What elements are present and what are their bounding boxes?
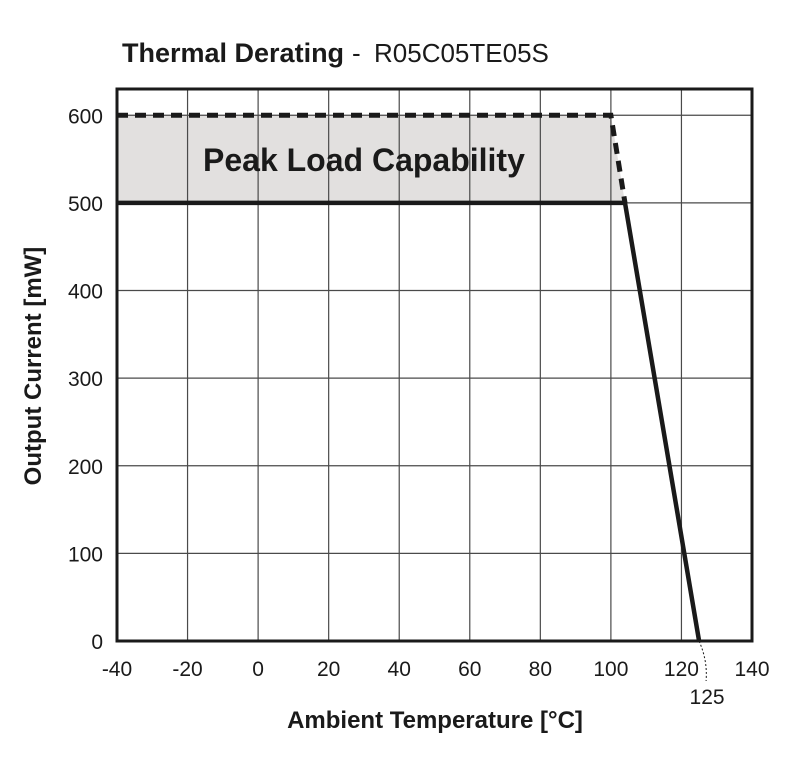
annotation-leader: [698, 640, 707, 682]
y-tick-label: 200: [68, 456, 103, 479]
x-tick-label: -20: [172, 658, 202, 681]
x-tick-label: 140: [734, 658, 769, 681]
y-tick-label: 400: [68, 281, 103, 304]
derating-line: [117, 200, 702, 642]
plot-frame: [115, 87, 754, 643]
peak-load-region: [117, 115, 625, 203]
y-tick-label: 500: [68, 193, 103, 216]
y-tick-label: 600: [68, 105, 103, 128]
x-tick-label: -40: [102, 658, 132, 681]
y-tick-label: 0: [91, 631, 103, 654]
y-tick-label: 300: [68, 368, 103, 391]
peak-load-dashed-line: [117, 112, 628, 204]
x-tick-label: 120: [664, 658, 699, 681]
plot-area: Peak Load Capability0100200300400500600-…: [68, 87, 770, 709]
chart-subtitle: R05C05TE05S: [374, 38, 549, 68]
x-tick-label: 40: [388, 658, 411, 681]
peak-load-label: Peak Load Capability: [203, 142, 525, 178]
x-tick-label: 20: [317, 658, 340, 681]
y-axis-label: Output Current [mW]: [20, 247, 47, 486]
x-tick-label: 0: [252, 658, 264, 681]
y-tick-label: 100: [68, 543, 103, 566]
chart-title-main: Thermal Derating: [122, 38, 344, 68]
x-tick-label: 100: [593, 658, 628, 681]
x-axis-label: Ambient Temperature [°C]: [287, 707, 583, 734]
x-tick-label: 60: [458, 658, 481, 681]
chart-title-separator: -: [352, 38, 361, 68]
x-annotation-label: 125: [690, 686, 725, 709]
x-tick-label: 80: [529, 658, 552, 681]
chart-title: Thermal Derating - R05C05TE05S: [122, 38, 549, 68]
